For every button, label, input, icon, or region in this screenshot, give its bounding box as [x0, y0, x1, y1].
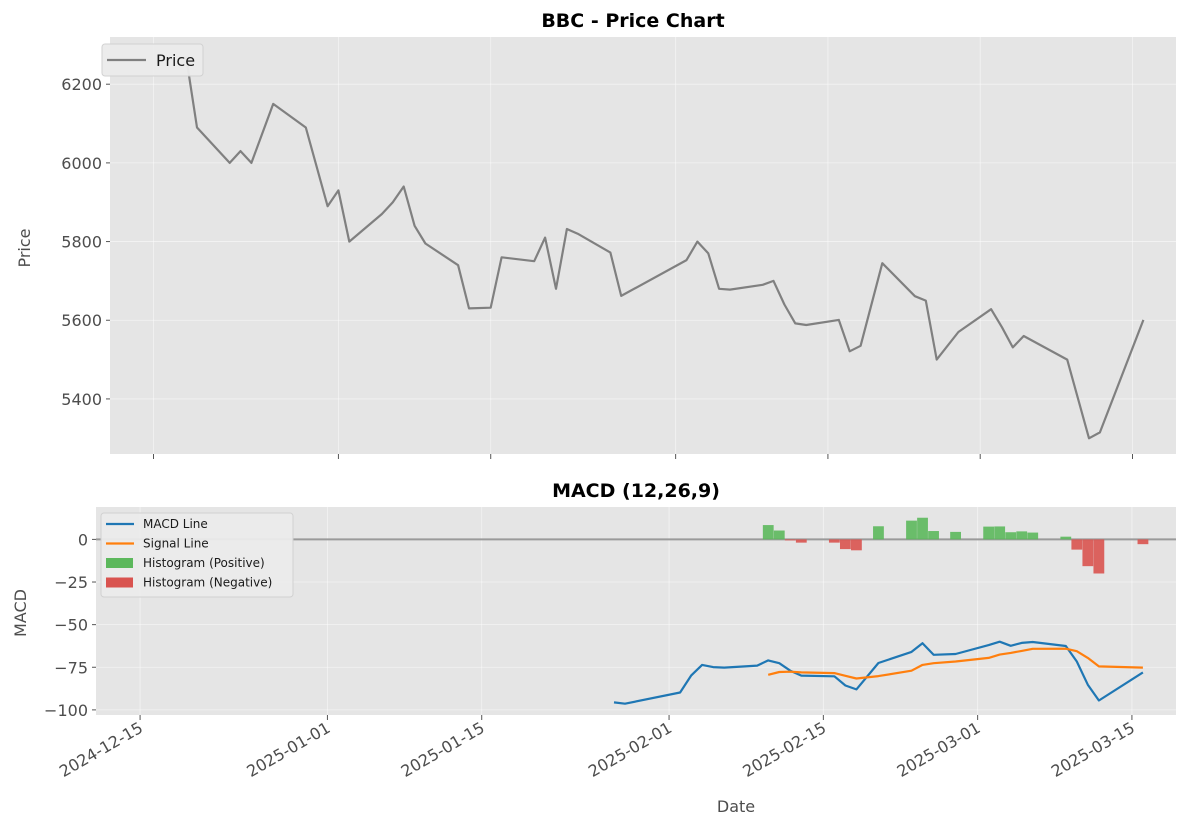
chart-title: BBC - Price Chart: [541, 10, 724, 32]
histogram-bar: [1093, 539, 1105, 574]
y-axis-label: Price: [15, 228, 34, 267]
histogram-bar: [828, 539, 840, 543]
histogram-bar: [983, 526, 995, 540]
histogram-bar: [1005, 532, 1017, 540]
x-tick-label: 2025-03-01: [894, 718, 984, 781]
y-tick-label: 5600: [61, 311, 102, 330]
y-tick-label: −75: [54, 658, 88, 677]
histogram-bar: [1082, 539, 1094, 567]
legend-box: [100, 512, 294, 598]
histogram-bar: [928, 531, 939, 540]
y-tick-label: 5800: [61, 233, 102, 252]
legend-label: MACD Line: [143, 517, 208, 531]
x-tick-label: 2025-03-15: [1048, 718, 1138, 781]
plot-background: [110, 37, 1176, 454]
series-line-0: [185, 56, 1145, 440]
x-tick-label: 2024-12-15: [56, 718, 146, 781]
histogram-bar: [906, 520, 917, 540]
legend-label: Price: [156, 51, 195, 70]
legend: MACD Line Signal Line Histogram (Positive)…: [100, 512, 294, 598]
macd-chart-panel: 2024-12-15 2025-01-01 2025-01-15 2025-02-01…: [11, 480, 1176, 816]
y-tick-label: 6000: [61, 154, 102, 173]
legend-swatch: [106, 558, 133, 568]
legend-label: Signal Line: [143, 537, 209, 551]
chart-title: MACD (12,26,9): [552, 480, 720, 502]
legend-label: Histogram (Negative): [143, 576, 272, 590]
histogram-bar: [839, 539, 851, 550]
y-tick-label: −25: [54, 573, 88, 592]
x-tick-label: 2025-01-15: [398, 718, 488, 781]
histogram-bar: [851, 539, 862, 551]
legend-box: [101, 43, 204, 77]
y-tick-label: −50: [54, 616, 88, 635]
histogram-bar: [784, 539, 796, 541]
histogram-bar: [1016, 531, 1028, 540]
y-tick-label: 6200: [61, 75, 102, 94]
histogram-bar: [762, 525, 774, 540]
histogram-bar: [994, 526, 1006, 540]
y-axis-label: MACD: [11, 589, 30, 637]
x-tick-label: 2025-01-01: [243, 718, 333, 781]
y-tick-label: 5400: [61, 390, 102, 409]
histogram-bar: [1137, 539, 1149, 545]
histogram-bar: [1060, 536, 1072, 540]
histogram-bar: [873, 526, 884, 540]
legend: Price: [101, 43, 204, 77]
x-tick-label: 2025-02-15: [739, 718, 829, 781]
histogram-bar: [1071, 539, 1083, 550]
legend-label: Histogram (Positive): [143, 556, 265, 570]
x-tick-label: 2025-02-01: [585, 718, 675, 781]
histogram-bar: [773, 530, 785, 540]
histogram-bar: [1027, 532, 1039, 540]
legend-swatch: [106, 577, 133, 588]
price-chart-panel: 5400 5600 5800 6000 6200 BBC - Price Chart Pri…: [15, 10, 1176, 459]
y-tick-label: 0: [78, 530, 88, 549]
histogram-bar: [795, 539, 807, 543]
histogram-bar: [917, 517, 928, 540]
series-line-1: [767, 647, 1143, 680]
histogram-bar: [950, 531, 961, 540]
x-axis-label: Date: [717, 797, 755, 816]
y-tick-label: −100: [44, 701, 88, 720]
